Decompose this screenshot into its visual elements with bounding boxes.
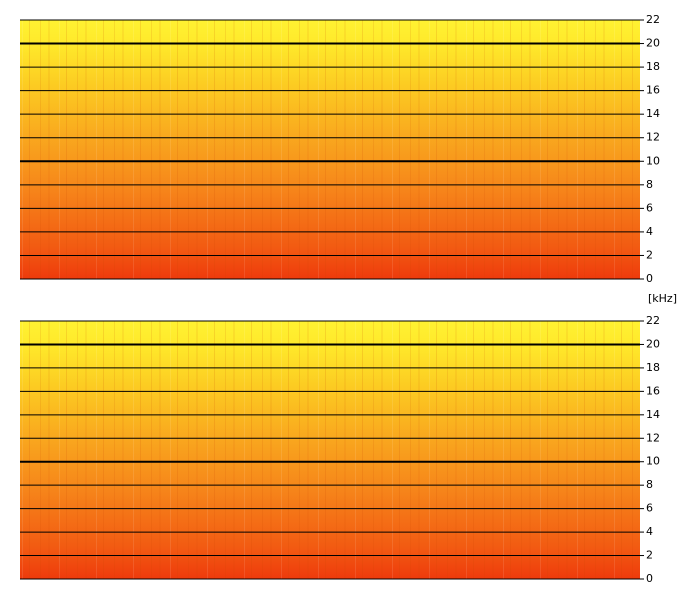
y-tick-label: 20 — [646, 37, 660, 50]
spectrogram-texture — [20, 20, 640, 279]
y-tick-label: 10 — [646, 455, 660, 468]
y-tick-label: 0 — [646, 272, 653, 285]
y-tick-label: 6 — [646, 201, 653, 214]
y-tick-label: 20 — [646, 337, 660, 350]
y-tick-label: 4 — [646, 525, 653, 538]
y-tick-label: 8 — [646, 178, 653, 191]
y-tick-label: 14 — [646, 107, 660, 120]
y-tick-label: 10 — [646, 154, 660, 167]
y-tick-label: 22 — [646, 314, 660, 327]
y-axis-label: [kHz] — [648, 292, 677, 305]
y-tick-label: 12 — [646, 131, 660, 144]
y-tick-label: 16 — [646, 384, 660, 397]
y-tick-label: 18 — [646, 361, 660, 374]
y-tick-label: 12 — [646, 431, 660, 444]
y-tick-label: 0 — [646, 572, 653, 585]
y-tick-label: 2 — [646, 549, 653, 562]
y-tick-label: 8 — [646, 478, 653, 491]
y-tick-label: 14 — [646, 408, 660, 421]
y-tick-label: 6 — [646, 502, 653, 515]
spectrogram-texture — [20, 321, 640, 579]
y-tick-label: 16 — [646, 84, 660, 97]
y-tick-label: 22 — [646, 13, 660, 26]
y-tick-label: 18 — [646, 60, 660, 73]
y-tick-label: 2 — [646, 248, 653, 261]
y-tick-label: 4 — [646, 225, 653, 238]
